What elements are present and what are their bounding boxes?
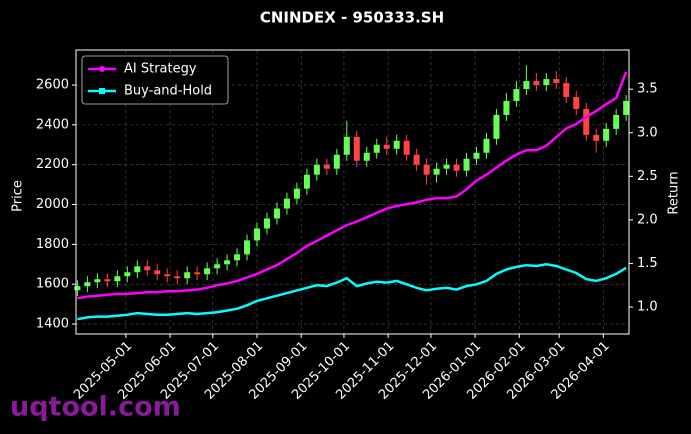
y-tick-label: 2000 bbox=[36, 197, 69, 212]
candle-body bbox=[234, 254, 241, 261]
legend-box bbox=[81, 55, 229, 105]
y2-tick-label: 2.0 bbox=[637, 212, 658, 227]
candle-body bbox=[523, 81, 530, 90]
legend-label: Buy-and-Hold bbox=[124, 84, 212, 99]
candle-body bbox=[353, 136, 360, 161]
y-tick-label: 2600 bbox=[36, 78, 69, 93]
candle-body bbox=[563, 83, 570, 98]
candle-body bbox=[473, 152, 480, 159]
candle-body bbox=[144, 266, 151, 271]
candle-body bbox=[423, 164, 430, 175]
candle-body bbox=[313, 164, 320, 175]
y2-tick-label: 3.0 bbox=[637, 125, 658, 140]
candle-body bbox=[74, 286, 81, 291]
candle-body bbox=[104, 279, 111, 282]
legend-marker bbox=[99, 66, 105, 72]
candle-body bbox=[503, 100, 510, 115]
candle-body bbox=[174, 276, 181, 279]
candle-body bbox=[303, 174, 310, 189]
candle-body bbox=[244, 240, 251, 255]
candle-body bbox=[343, 136, 350, 155]
candle-body bbox=[194, 272, 201, 275]
candle-body bbox=[84, 282, 91, 287]
y-tick-label: 2200 bbox=[36, 157, 69, 172]
candle-body bbox=[373, 144, 380, 153]
chart-title: CNINDEX - 950333.SH bbox=[260, 9, 444, 27]
y-tick-label: 1800 bbox=[36, 237, 69, 252]
candle-body bbox=[393, 140, 400, 149]
candle-body bbox=[164, 274, 171, 277]
y-axis-label: Price bbox=[11, 180, 26, 212]
legend: AI Strategy Buy-and-Hold bbox=[81, 55, 229, 105]
candle-body bbox=[383, 144, 390, 149]
candle-body bbox=[433, 168, 440, 175]
y-tick-label: 1600 bbox=[36, 277, 69, 292]
line-series bbox=[77, 263, 627, 321]
candle-body bbox=[443, 164, 450, 169]
candle-body bbox=[493, 114, 500, 139]
y2-tick-label: 1.5 bbox=[637, 256, 658, 271]
candle-body bbox=[263, 218, 270, 229]
candle-body bbox=[134, 266, 141, 273]
candle-body bbox=[293, 188, 300, 199]
candle-body bbox=[333, 154, 340, 169]
candle-body bbox=[463, 158, 470, 171]
candle-body bbox=[553, 79, 560, 84]
candle-body bbox=[593, 134, 600, 141]
y2-axis-label: Return bbox=[667, 171, 682, 214]
candle-body bbox=[254, 228, 261, 241]
candle-body bbox=[184, 272, 191, 279]
candle-body bbox=[204, 268, 211, 275]
candle-body bbox=[224, 260, 231, 265]
y2-tick-label: 2.5 bbox=[637, 169, 658, 184]
candle-body bbox=[513, 89, 520, 101]
y2-tick-label: 1.0 bbox=[637, 299, 658, 314]
y-tick-label: 1400 bbox=[36, 317, 69, 332]
candle-body bbox=[613, 114, 620, 129]
candle-body bbox=[413, 154, 420, 165]
candle-body bbox=[603, 128, 610, 141]
y2-tick-label: 3.5 bbox=[637, 82, 658, 97]
plot-frame bbox=[75, 49, 630, 335]
candle-body bbox=[483, 138, 490, 153]
candle-body bbox=[283, 198, 290, 209]
legend-marker bbox=[99, 88, 105, 94]
legend-label: AI Strategy bbox=[124, 62, 197, 77]
candle-body bbox=[453, 164, 460, 171]
candle-body bbox=[124, 272, 131, 277]
line-series bbox=[77, 71, 628, 300]
candle-body bbox=[403, 140, 410, 155]
candle-body bbox=[583, 108, 590, 135]
candle-body bbox=[114, 276, 121, 282]
candle-body bbox=[94, 279, 101, 283]
candle-body bbox=[623, 100, 630, 115]
candle-body bbox=[533, 81, 540, 86]
candle-body bbox=[154, 270, 161, 275]
y-tick-label: 2400 bbox=[36, 117, 69, 132]
candle-body bbox=[573, 97, 580, 109]
candle-body bbox=[273, 208, 280, 219]
candle-body bbox=[543, 79, 550, 86]
watermark: uqtool.com bbox=[10, 392, 181, 423]
candle-body bbox=[323, 164, 330, 169]
candle-body bbox=[363, 152, 370, 161]
candle-body bbox=[214, 264, 221, 269]
